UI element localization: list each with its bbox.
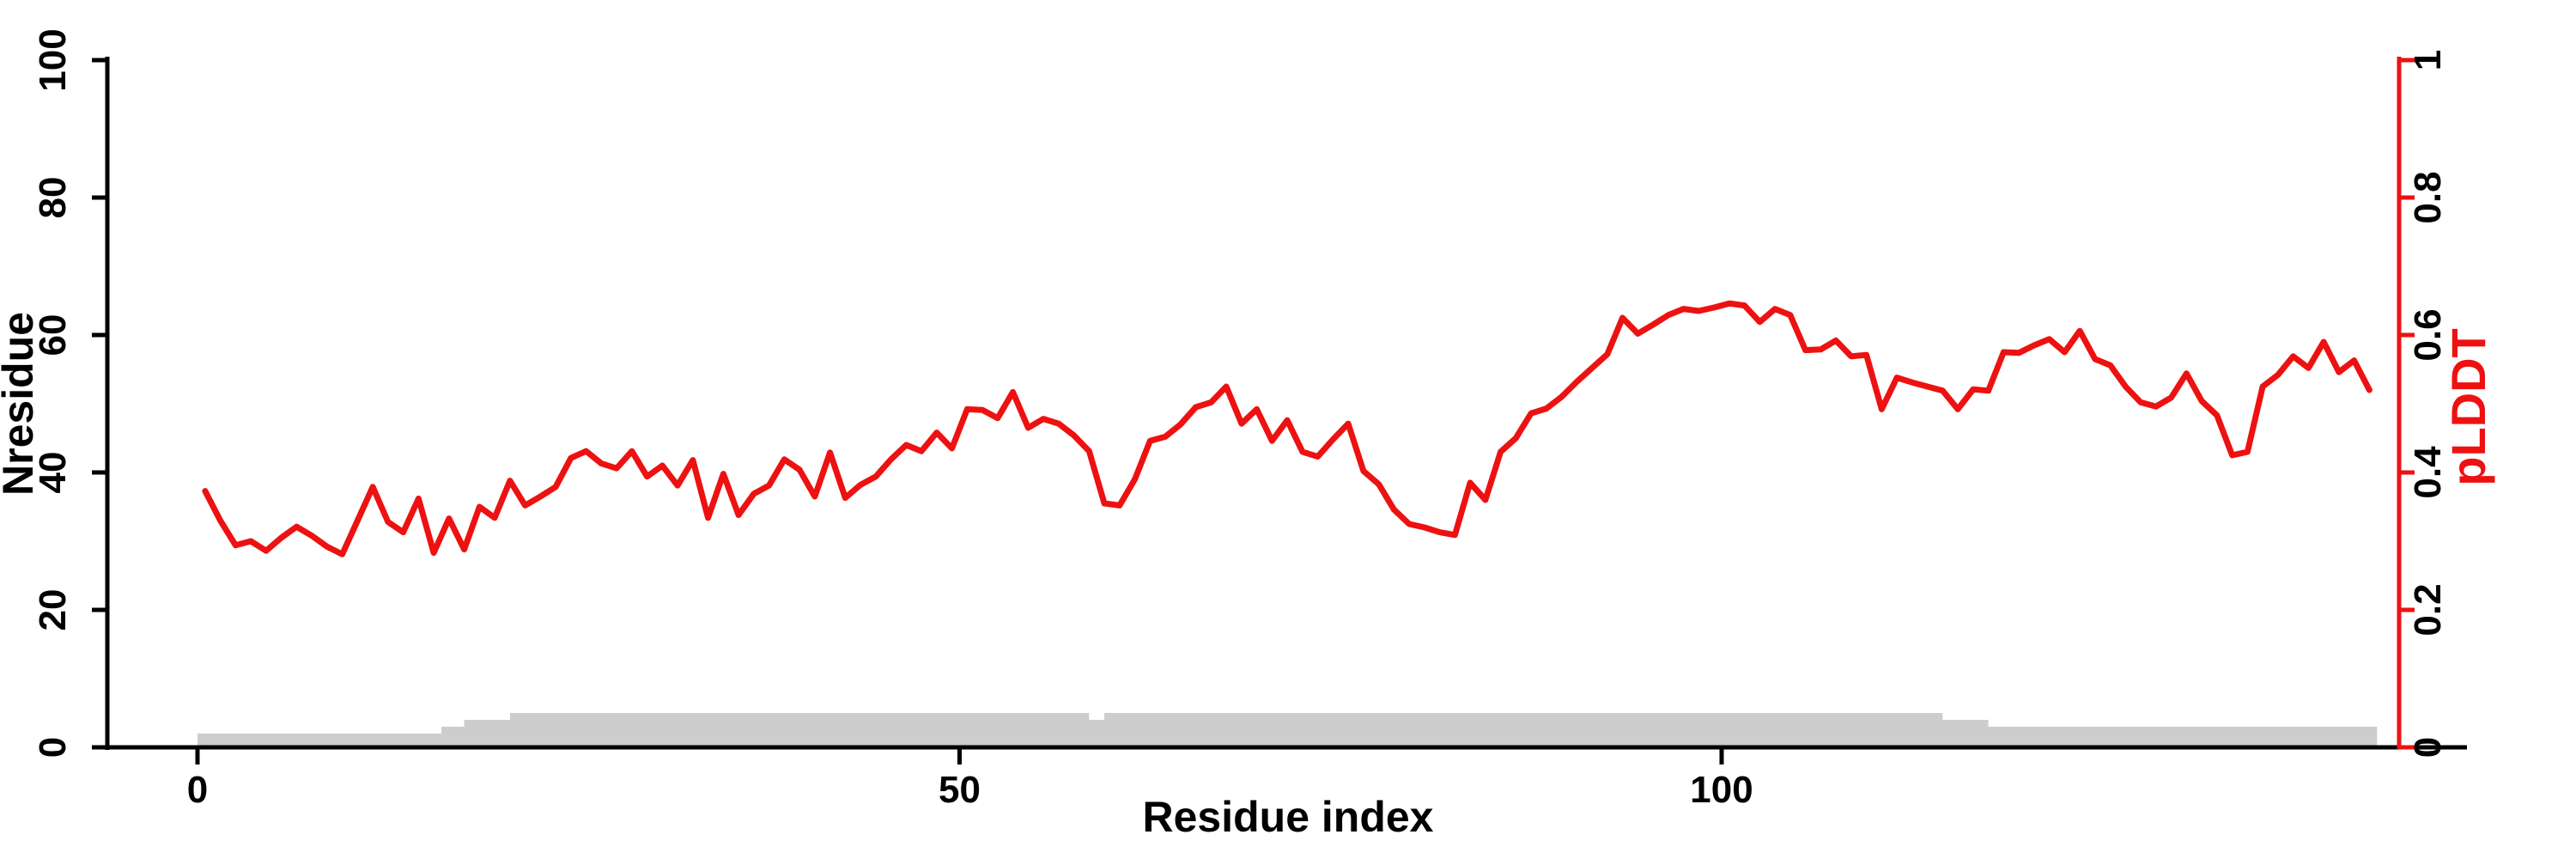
x-axis-tick-label: 100 bbox=[1690, 769, 1753, 811]
left-axis-tick-label: 0 bbox=[32, 737, 74, 758]
x-axis-title: Residue index bbox=[1143, 793, 1434, 841]
x-axis: 0 50 100 bbox=[107, 745, 2467, 811]
right-axis-tick-label: 0.4 bbox=[2407, 446, 2449, 499]
left-axis-tick-label: 100 bbox=[32, 28, 74, 91]
right-axis-tick-label: 1 bbox=[2407, 50, 2449, 70]
right-axis: 0 0.2 0.4 0.6 0.8 1 bbox=[2397, 50, 2449, 758]
right-axis-title: pLDDT bbox=[2441, 328, 2495, 486]
left-axis-tick-label: 80 bbox=[32, 177, 74, 219]
right-axis-tick-label: 0.6 bbox=[2407, 308, 2449, 361]
left-axis-tick-label: 20 bbox=[32, 589, 74, 631]
plddt-line bbox=[202, 300, 2372, 557]
x-axis-tick-label: 50 bbox=[939, 769, 981, 811]
left-axis-tick-label: 40 bbox=[32, 452, 74, 494]
left-axis-title: Nresidue bbox=[0, 312, 42, 496]
nresidue-step-area-group bbox=[197, 713, 2378, 747]
plddt-line-group bbox=[202, 300, 2372, 557]
right-axis-tick-label: 0.8 bbox=[2407, 171, 2449, 223]
right-axis-tick-label: 0.2 bbox=[2407, 583, 2449, 636]
left-axis-tick-label: 60 bbox=[32, 314, 74, 356]
x-axis-tick-label: 0 bbox=[187, 769, 208, 811]
nresidue-step-area bbox=[197, 713, 2378, 747]
left-axis: 0 20 40 60 80 100 bbox=[32, 28, 110, 758]
right-axis-tick-label: 0 bbox=[2407, 737, 2449, 758]
